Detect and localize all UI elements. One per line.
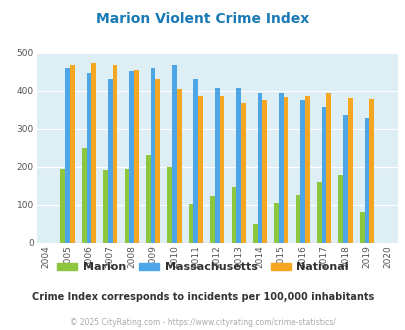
- Bar: [155, 79, 160, 243]
- Bar: [214, 88, 219, 243]
- Bar: [60, 169, 65, 243]
- Bar: [316, 182, 321, 243]
- Bar: [82, 148, 86, 243]
- Text: © 2025 CityRating.com - https://www.cityrating.com/crime-statistics/: © 2025 CityRating.com - https://www.city…: [70, 318, 335, 327]
- Bar: [364, 118, 368, 243]
- Bar: [210, 196, 214, 243]
- Bar: [274, 204, 278, 243]
- Legend: Marion, Massachusetts, National: Marion, Massachusetts, National: [52, 258, 353, 277]
- Bar: [198, 96, 202, 243]
- Bar: [342, 115, 347, 243]
- Bar: [231, 187, 236, 243]
- Bar: [124, 169, 129, 243]
- Bar: [321, 108, 326, 243]
- Bar: [262, 100, 266, 243]
- Bar: [172, 65, 176, 243]
- Bar: [219, 96, 224, 243]
- Bar: [252, 224, 257, 243]
- Bar: [167, 167, 172, 243]
- Bar: [257, 93, 262, 243]
- Bar: [188, 204, 193, 243]
- Bar: [326, 93, 330, 243]
- Bar: [304, 96, 309, 243]
- Bar: [338, 175, 342, 243]
- Bar: [347, 98, 352, 243]
- Bar: [129, 71, 134, 243]
- Bar: [86, 73, 91, 243]
- Bar: [359, 212, 364, 243]
- Bar: [150, 68, 155, 243]
- Bar: [146, 155, 150, 243]
- Bar: [278, 93, 283, 243]
- Bar: [295, 195, 300, 243]
- Bar: [70, 65, 75, 243]
- Bar: [134, 70, 139, 243]
- Bar: [108, 79, 112, 243]
- Bar: [236, 88, 240, 243]
- Bar: [193, 80, 198, 243]
- Bar: [176, 89, 181, 243]
- Bar: [103, 170, 108, 243]
- Text: Crime Index corresponds to incidents per 100,000 inhabitants: Crime Index corresponds to incidents per…: [32, 292, 373, 302]
- Bar: [240, 103, 245, 243]
- Bar: [300, 100, 304, 243]
- Bar: [65, 68, 70, 243]
- Bar: [283, 97, 288, 243]
- Bar: [368, 99, 373, 243]
- Bar: [112, 65, 117, 243]
- Bar: [91, 63, 96, 243]
- Text: Marion Violent Crime Index: Marion Violent Crime Index: [96, 12, 309, 25]
